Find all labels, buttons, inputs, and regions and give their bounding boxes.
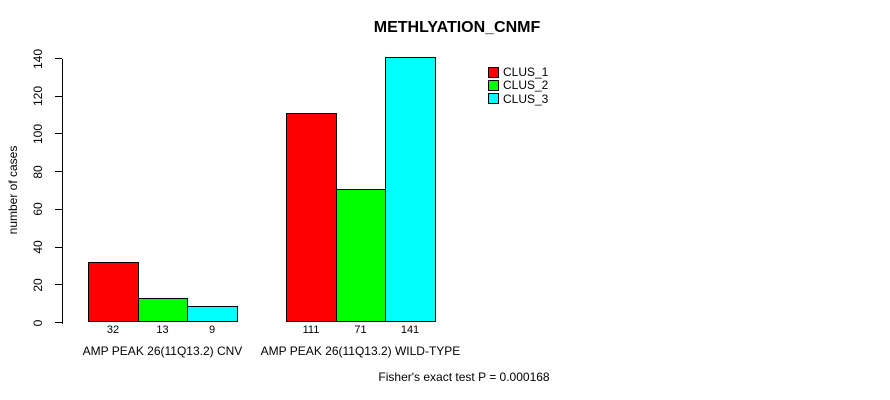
y-tick-label: 80 [30,164,45,179]
bar-clus_2 [335,188,387,323]
chart-title: METHLYATION_CNMF [373,19,541,36]
y-tick-label: 120 [30,86,45,107]
bar-value-label: 9 [208,323,216,336]
y-tick [55,322,62,323]
bar-clus_2 [137,297,189,323]
y-tick [55,58,62,59]
y-tick-label: 40 [30,240,45,254]
bar-clus_1 [88,262,139,323]
y-tick [55,171,62,173]
y-tick-label: 0 [30,319,45,326]
y-tick-label: 60 [30,202,45,217]
bar-value-label: 141 [400,323,420,336]
legend-swatch [488,80,499,92]
y-tick [55,133,62,135]
legend-swatch [488,66,499,78]
legend: CLUS_1 CLUS_2 CLUS_3 [488,65,549,106]
bar-clus_1 [286,113,337,323]
y-tick [55,246,62,248]
bar-value-label: 111 [302,323,320,336]
bar-clus_3 [187,305,238,323]
bar-value-label: 13 [156,323,169,336]
legend-label: CLUS_1 [503,65,549,79]
group-label: AMP PEAK 26(11Q13.2) CNV [82,344,243,358]
legend-label: CLUS_2 [503,78,549,93]
y-tick [55,284,62,286]
legend-item: CLUS_2 [488,78,549,93]
bar-value-label: 71 [354,323,367,336]
annotation-text: Fisher's exact test P = 0.000168 [378,370,550,384]
legend-label: CLUS_3 [503,91,549,106]
legend-swatch [488,93,499,105]
y-axis-line [62,58,63,324]
y-tick-label: 20 [30,278,45,292]
bar-value-label: 32 [106,323,120,336]
legend-item: CLUS_3 [488,91,549,106]
y-tick [55,208,62,210]
bar-clus_3 [385,56,436,323]
y-tick-label: 140 [30,48,45,69]
y-tick-label: 100 [30,123,45,144]
group-label: AMP PEAK 26(11Q13.2) WILD-TYPE [260,344,461,358]
y-tick [55,95,62,97]
legend-item: CLUS_1 [488,65,549,79]
